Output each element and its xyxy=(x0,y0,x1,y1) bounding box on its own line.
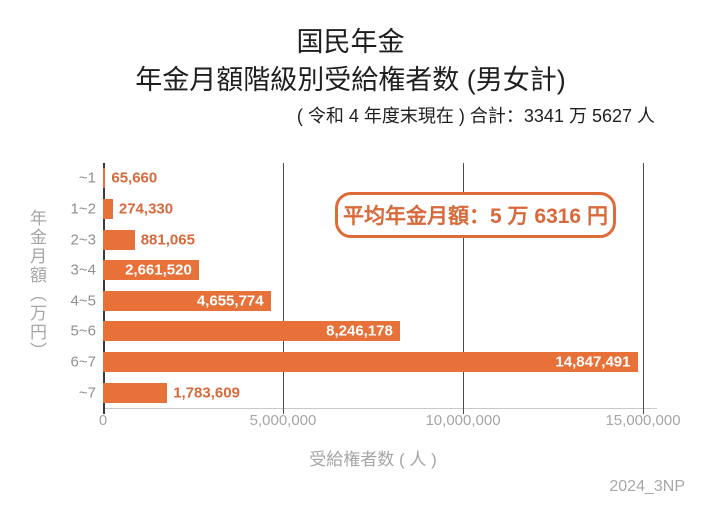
chart-subtitle: ( 令和 4 年度末現在 ) 合計：3341 万 5627 人 xyxy=(296,106,655,126)
y-axis-title: 年金月額（万円） xyxy=(27,209,46,361)
bar-row: 5~6 8,246,178 xyxy=(71,316,643,347)
bar xyxy=(103,382,168,403)
chart-title-line2: 年金月額階級別受給権者数 (男女計) xyxy=(135,65,566,95)
bar xyxy=(103,198,113,219)
x-tick-10m: 10,000,000 xyxy=(425,412,501,429)
bar-row: 3~4 2,661,520 xyxy=(71,255,643,286)
x-axis-title: 受給権者数 ( 人 ) xyxy=(309,450,437,469)
gridline-10m xyxy=(463,163,464,414)
value-label: 274,330 xyxy=(118,200,174,218)
bar-row: 2~3 881,065 xyxy=(71,224,643,255)
category-label: ~1 xyxy=(78,169,96,187)
bar-row: ~7 1,783,609 xyxy=(79,377,643,408)
bar xyxy=(103,229,135,250)
x-tick-0: 0 xyxy=(98,412,108,429)
value-label: 65,660 xyxy=(111,169,158,187)
bar: 2,661,520 xyxy=(103,260,199,281)
gridline-5m xyxy=(282,163,284,414)
average-annotation-text: 平均年金月額：5 万 6316 円 xyxy=(343,205,608,228)
gridline-15m xyxy=(643,163,644,414)
category-label: 4~5 xyxy=(70,292,96,310)
bar: 8,246,178 xyxy=(103,321,400,342)
category-label: 6~7 xyxy=(70,353,96,371)
value-label: 14,847,491 xyxy=(555,353,631,371)
x-axis-line xyxy=(103,408,657,409)
value-label: 8,246,178 xyxy=(326,322,393,340)
value-label: 881,065 xyxy=(140,231,195,249)
x-tick-15m: 15,000,000 xyxy=(605,412,681,429)
bar-row: 4~5 4,655,774 xyxy=(71,286,643,317)
bar: 14,847,491 xyxy=(103,352,638,373)
category-label: 1~2 xyxy=(70,200,96,218)
bar-row: 1~2 274,330 xyxy=(71,194,643,225)
category-label: 2~3 xyxy=(70,231,96,249)
average-annotation-box: 平均年金月額：5 万 6316 円 xyxy=(335,192,616,238)
watermark: 2024_3NP xyxy=(609,478,685,495)
category-label: 3~4 xyxy=(70,261,96,279)
bar-row: 6~7 14,847,491 xyxy=(71,347,643,378)
x-tick-5m: 5,000,000 xyxy=(249,412,317,429)
chart-title-line1: 国民年金 xyxy=(296,27,405,57)
plot-area: ~1 65,660 1~2 274,330 2~3 881,065 3~4 2,661,520… xyxy=(71,163,657,414)
bar: 4,655,774 xyxy=(103,290,271,311)
value-label: 1,783,609 xyxy=(173,384,240,402)
bar xyxy=(103,168,106,189)
value-label: 2,661,520 xyxy=(125,261,192,279)
category-label: ~7 xyxy=(78,384,96,402)
bar-row: ~1 65,660 xyxy=(79,163,643,194)
category-label: 5~6 xyxy=(70,322,96,340)
value-label: 4,655,774 xyxy=(196,292,264,310)
y-axis-line xyxy=(103,163,105,414)
